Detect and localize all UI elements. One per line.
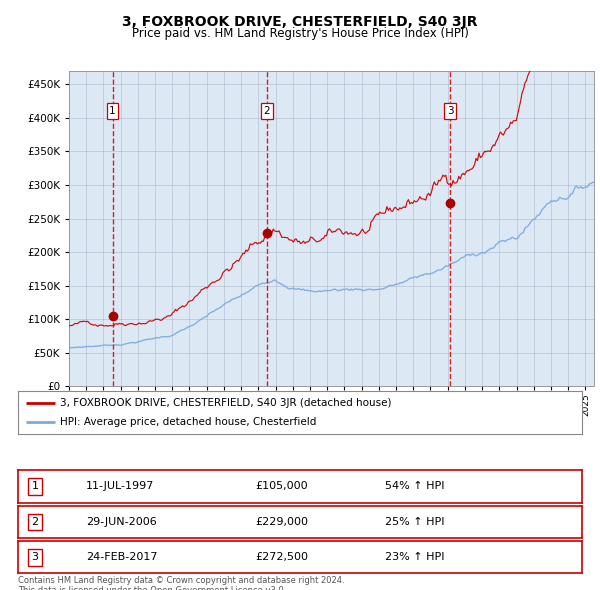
Text: £272,500: £272,500 <box>255 552 308 562</box>
Text: 2: 2 <box>263 106 270 116</box>
Text: 3: 3 <box>447 106 454 116</box>
Text: 24-FEB-2017: 24-FEB-2017 <box>86 552 157 562</box>
Text: 3, FOXBROOK DRIVE, CHESTERFIELD, S40 3JR (detached house): 3, FOXBROOK DRIVE, CHESTERFIELD, S40 3JR… <box>60 398 392 408</box>
Text: 54% ↑ HPI: 54% ↑ HPI <box>385 481 444 491</box>
Text: This data is licensed under the Open Government Licence v3.0.: This data is licensed under the Open Gov… <box>18 586 286 590</box>
Text: 23% ↑ HPI: 23% ↑ HPI <box>385 552 444 562</box>
Text: 3: 3 <box>31 552 38 562</box>
Text: Price paid vs. HM Land Registry's House Price Index (HPI): Price paid vs. HM Land Registry's House … <box>131 27 469 40</box>
Text: 1: 1 <box>31 481 38 491</box>
Text: 29-JUN-2006: 29-JUN-2006 <box>86 517 157 527</box>
Text: £229,000: £229,000 <box>255 517 308 527</box>
Text: HPI: Average price, detached house, Chesterfield: HPI: Average price, detached house, Ches… <box>60 417 317 427</box>
Text: 3, FOXBROOK DRIVE, CHESTERFIELD, S40 3JR: 3, FOXBROOK DRIVE, CHESTERFIELD, S40 3JR <box>122 15 478 29</box>
Text: 2: 2 <box>31 517 38 527</box>
Text: 11-JUL-1997: 11-JUL-1997 <box>86 481 154 491</box>
Text: 1: 1 <box>109 106 116 116</box>
Text: 25% ↑ HPI: 25% ↑ HPI <box>385 517 444 527</box>
Text: £105,000: £105,000 <box>255 481 308 491</box>
Text: Contains HM Land Registry data © Crown copyright and database right 2024.: Contains HM Land Registry data © Crown c… <box>18 576 344 585</box>
